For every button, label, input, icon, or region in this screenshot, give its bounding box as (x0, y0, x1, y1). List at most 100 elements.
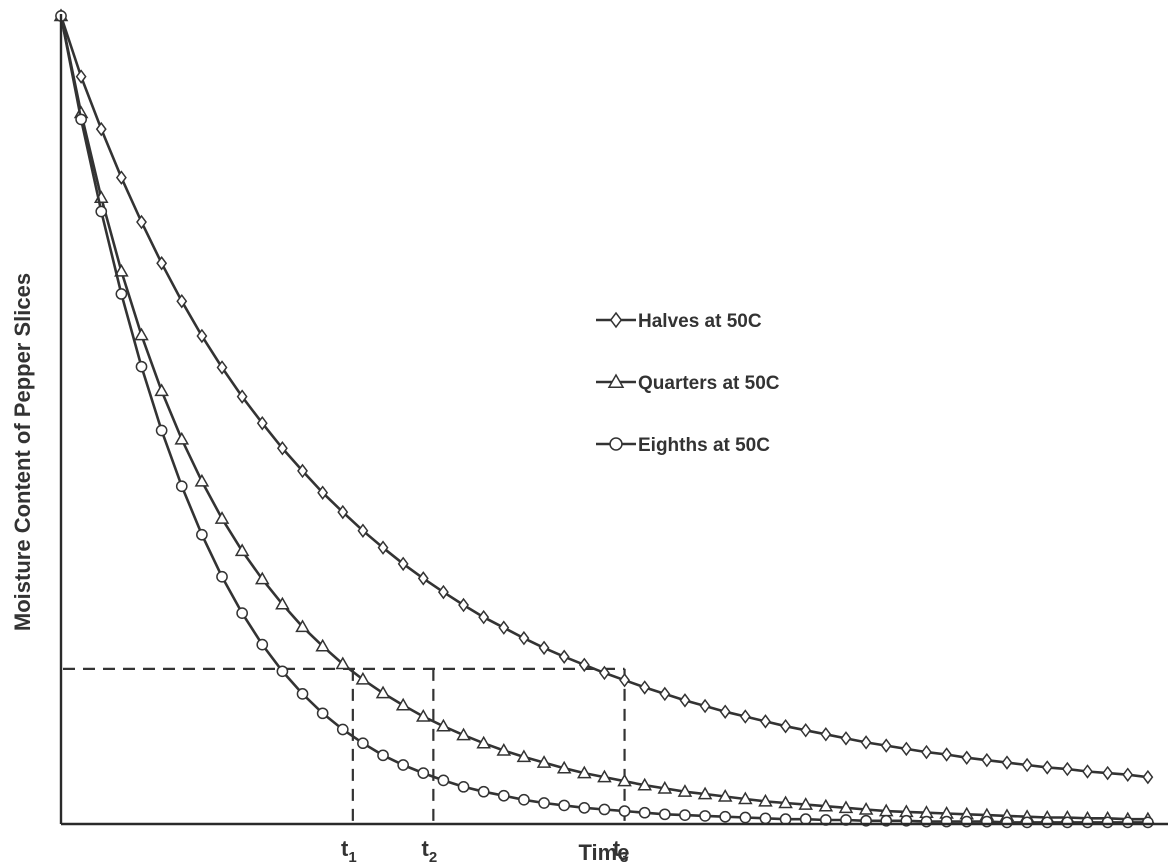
data-point-halves-at-50c-42 (900, 741, 912, 757)
data-point-eighths-at-50c-35 (759, 812, 772, 825)
data-point-halves-at-50c-13 (317, 485, 329, 500)
data-point-halves-at-50c-5 (156, 255, 168, 271)
data-point-halves-at-50c-36 (780, 718, 792, 734)
data-point-eighths-at-50c-31 (679, 809, 691, 821)
data-point-halves-at-50c-17 (397, 556, 409, 572)
data-point-eighths-at-50c-49 (1041, 816, 1054, 829)
data-point-halves-at-50c-7 (196, 328, 208, 344)
data-point-halves-at-50c-50 (1061, 761, 1073, 777)
data-point-halves-at-50c-49 (1041, 760, 1053, 775)
data-point-halves-at-50c-19 (437, 584, 449, 600)
data-point-halves-at-50c-2 (95, 121, 107, 137)
legend-marker-triangle (607, 373, 625, 388)
data-point-halves-at-50c-3 (115, 170, 127, 185)
data-point-eighths-at-50c-47 (1001, 816, 1013, 829)
data-point-halves-at-50c-31 (679, 693, 691, 708)
data-point-halves-at-50c-51 (1082, 764, 1093, 779)
data-point-quarters-at-50c-14 (335, 656, 351, 670)
data-point-quarters-at-50c-21 (476, 735, 491, 749)
series-halves-at-50c (55, 8, 1154, 785)
data-point-quarters-at-50c-30 (657, 780, 673, 794)
data-point-eighths-at-50c-27 (598, 803, 611, 816)
legend-item-eighths-at-50c: Eighths at 50C (596, 435, 770, 456)
data-point-eighths-at-50c-10 (256, 638, 269, 651)
data-point-halves-at-50c-34 (739, 709, 751, 724)
legend: Halves at 50C Quarters at 50C Eighths at 5… (596, 311, 780, 456)
data-point-halves-at-50c-26 (578, 657, 590, 673)
data-point-halves-at-50c-33 (719, 704, 731, 719)
data-point-quarters-at-50c-5 (154, 383, 169, 397)
data-point-eighths-at-50c-3 (115, 288, 128, 300)
data-point-eighths-at-50c-54 (1142, 816, 1154, 829)
data-point-quarters-at-50c-15 (355, 671, 371, 685)
data-point-eighths-at-50c-5 (155, 424, 168, 437)
legend-label: Eighths at 50C (638, 435, 770, 456)
data-point-quarters-at-50c-39 (838, 800, 854, 814)
data-point-halves-at-50c-35 (760, 714, 771, 729)
data-point-halves-at-50c-52 (1102, 765, 1114, 781)
data-point-eighths-at-50c-52 (1101, 816, 1114, 829)
data-point-eighths-at-50c-4 (135, 360, 148, 373)
data-point-quarters-at-50c-24 (536, 755, 552, 768)
data-point-eighths-at-50c-9 (236, 607, 248, 619)
data-point-halves-at-50c-27 (598, 665, 610, 681)
data-point-halves-at-50c-20 (458, 597, 469, 613)
data-point-halves-at-50c-24 (538, 640, 550, 656)
data-point-quarters-at-50c-18 (415, 709, 431, 722)
data-point-eighths-at-50c-23 (518, 793, 530, 806)
legend-label: Halves at 50C (638, 311, 762, 332)
data-point-halves-at-50c-40 (860, 735, 872, 750)
data-point-eighths-at-50c-53 (1121, 816, 1134, 829)
x-tick-label-t2: t2 (422, 836, 438, 865)
series-group (53, 8, 1156, 829)
data-point-quarters-at-50c-9 (234, 543, 250, 557)
data-point-halves-at-50c-48 (1021, 757, 1033, 773)
data-point-quarters-at-50c-4 (134, 327, 149, 341)
data-point-quarters-at-50c-22 (496, 742, 512, 756)
data-point-eighths-at-50c-2 (95, 205, 108, 218)
data-point-halves-at-50c-45 (961, 750, 973, 765)
x-tick-label-t1: t1 (341, 836, 357, 865)
legend-marker-circle (609, 437, 623, 451)
data-point-eighths-at-50c-25 (558, 799, 571, 812)
tick-labels: t1 t2 t3 (341, 836, 628, 865)
data-point-eighths-at-50c-22 (497, 789, 510, 802)
data-point-eighths-at-50c-12 (296, 688, 309, 700)
data-point-eighths-at-50c-50 (1061, 816, 1074, 829)
data-point-halves-at-50c-4 (136, 214, 147, 230)
data-point-quarters-at-50c-28 (617, 773, 632, 787)
data-point-halves-at-50c-23 (518, 630, 530, 646)
data-point-eighths-at-50c-18 (417, 767, 430, 779)
data-point-halves-at-50c-10 (256, 415, 268, 431)
data-point-eighths-at-50c-7 (196, 528, 208, 541)
data-point-eighths-at-50c-34 (739, 811, 752, 824)
data-point-halves-at-50c-16 (377, 540, 389, 555)
data-point-eighths-at-50c-48 (1021, 816, 1033, 829)
data-point-halves-at-50c-9 (236, 389, 248, 404)
data-point-halves-at-50c-46 (981, 752, 993, 768)
data-point-eighths-at-50c-15 (357, 737, 369, 750)
data-point-eighths-at-50c-21 (477, 785, 490, 798)
data-point-eighths-at-50c-28 (618, 805, 631, 817)
data-point-eighths-at-50c-16 (377, 749, 389, 762)
series-quarters-at-50c (53, 8, 1156, 825)
data-point-halves-at-50c-41 (880, 738, 892, 753)
data-point-quarters-at-50c-34 (738, 791, 753, 805)
data-point-halves-at-50c-12 (297, 463, 308, 479)
data-point-quarters-at-50c-37 (798, 797, 814, 810)
data-point-halves-at-50c-30 (659, 686, 671, 702)
series-line-eighths-at-50c (59, 15, 1148, 824)
data-point-eighths-at-50c-32 (699, 810, 711, 822)
data-point-halves-at-50c-39 (840, 731, 852, 746)
legend-item-halves-at-50c: Halves at 50C (596, 311, 762, 332)
data-point-halves-at-50c-6 (176, 293, 188, 309)
data-point-halves-at-50c-18 (417, 571, 429, 586)
series-line-quarters-at-50c (59, 15, 1148, 821)
data-point-eighths-at-50c-14 (336, 723, 349, 736)
data-point-halves-at-50c-14 (337, 504, 349, 520)
data-point-eighths-at-50c-19 (437, 774, 450, 787)
data-point-quarters-at-50c-17 (395, 697, 411, 711)
data-point-halves-at-50c-22 (498, 620, 510, 635)
data-point-eighths-at-50c-11 (276, 665, 289, 678)
